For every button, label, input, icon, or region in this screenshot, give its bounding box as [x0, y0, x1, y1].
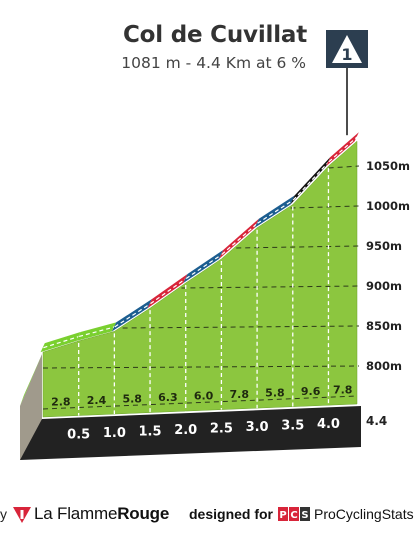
elevation-gridline: [42, 365, 360, 369]
pcs-letter-c: C: [290, 510, 297, 521]
gradient-band: [111, 299, 152, 332]
km-tick-label: 2.5: [210, 422, 233, 437]
y-tick-label: 950m: [366, 239, 402, 253]
gradient-label: 5.8: [265, 386, 285, 399]
gradient-label: 7.8: [333, 384, 353, 397]
pcs-letter-s: S: [301, 510, 308, 521]
pcs-logo-icon: P C S: [278, 507, 310, 521]
band-centerline: [292, 161, 330, 201]
la-flamme-rouge-logo-icon: [13, 507, 31, 523]
elevation-gridline: [290, 205, 360, 209]
gradient-label: 5.8: [122, 392, 142, 405]
band-centerline: [221, 222, 258, 255]
gradient-band: [183, 249, 224, 283]
bedrock-band: [20, 406, 361, 460]
category-label: 1: [341, 45, 352, 64]
gradient-label: 9.6: [301, 385, 321, 398]
la-flamme-rouge-brand: La FlammeRouge: [34, 504, 169, 524]
gradient-band: [326, 132, 359, 167]
gradient-label: 2.4: [87, 394, 107, 407]
km-tick-label: 3.0: [246, 420, 269, 435]
designed-for-label: designed for: [189, 506, 274, 522]
climb-subtitle: 1081 m - 4.4 Km at 6 %: [121, 54, 306, 72]
km-tick-label: 0.5: [67, 428, 90, 443]
km-tick-label: 3.5: [281, 419, 304, 434]
y-tick-label: 1000m: [366, 199, 410, 213]
band-centerline: [78, 326, 115, 338]
brand-prefix: La Flamme: [34, 504, 118, 523]
band-centerline: [328, 136, 358, 163]
band-centerline: [150, 277, 187, 305]
category-triangle-icon: [332, 35, 362, 63]
km-tick-label: 2.0: [174, 423, 197, 438]
gradient-band: [254, 195, 295, 228]
base-gridline: [42, 395, 358, 410]
profile-side-wall: [20, 354, 42, 460]
gradient-label: 2.8: [51, 395, 71, 408]
elevation-gridline: [122, 325, 360, 329]
gradient-label: 6.0: [194, 389, 214, 402]
footer-by-label: y: [0, 506, 7, 522]
end-distance-label: 4.4: [366, 414, 387, 428]
footer: y La FlammeRouge designed for P C S ProC…: [0, 502, 420, 531]
pcs-letter-p: P: [279, 510, 286, 521]
y-tick-label: 800m: [366, 359, 402, 373]
y-tick-label: 850m: [366, 319, 402, 333]
band-centerline: [257, 199, 294, 224]
procyclingstats-label: ProCyclingStats: [314, 506, 414, 522]
y-tick-label: 900m: [366, 279, 402, 293]
gradient-label: 7.8: [230, 388, 250, 401]
km-tick-label: 4.0: [317, 417, 340, 432]
elevation-gridline: [181, 285, 360, 289]
band-centerline: [43, 335, 80, 349]
band-centerline: [185, 253, 223, 279]
gradient-label: 6.3: [158, 391, 178, 404]
km-tick-label: 1.0: [103, 426, 126, 441]
profile-face: [42, 140, 358, 418]
band-centerline: [114, 303, 151, 328]
y-tick-label: 1050m: [366, 159, 410, 173]
climb-title: Col de Cuvillat: [122, 22, 307, 48]
brand-suffix: Rouge: [117, 504, 170, 523]
km-tick-label: 1.5: [139, 425, 162, 440]
